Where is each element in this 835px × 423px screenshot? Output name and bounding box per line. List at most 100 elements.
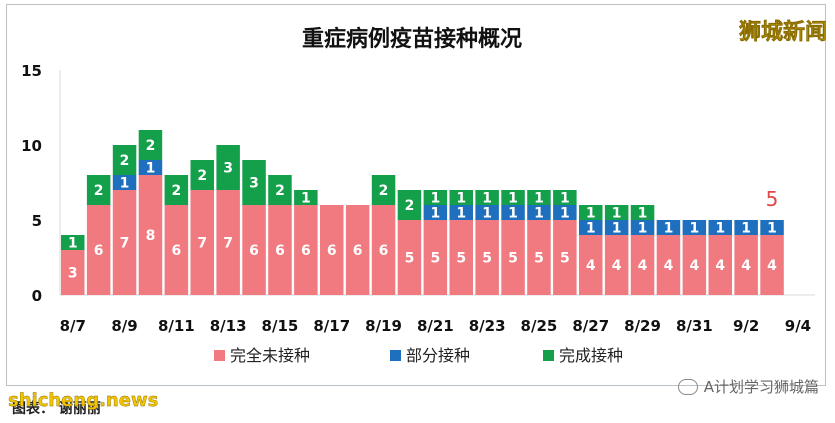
x-tick-label: 8/7 xyxy=(60,317,86,335)
segment-label: 7 xyxy=(197,236,207,252)
segment-label: 6 xyxy=(249,243,259,259)
bar-segment xyxy=(579,220,603,235)
segment-label: 1 xyxy=(741,221,751,237)
bar-segment xyxy=(112,190,137,295)
segment-label: 3 xyxy=(249,176,259,192)
segment-label: 5 xyxy=(508,251,518,267)
bar-segment xyxy=(397,220,422,295)
source-credit: 图表： 谢丽丽 xyxy=(12,401,101,417)
bar-segment xyxy=(268,175,292,205)
segment-label: 4 xyxy=(767,258,777,274)
legend-swatch xyxy=(543,350,554,361)
segment-label: 1 xyxy=(612,221,622,237)
segment-label: 1 xyxy=(120,176,130,192)
x-tick-label: 8/31 xyxy=(676,317,713,335)
segment-label: 4 xyxy=(612,258,622,274)
segment-label: 1 xyxy=(68,236,78,252)
bar-segment xyxy=(164,175,189,205)
segment-label: 5 xyxy=(482,251,492,267)
segment-label: 2 xyxy=(197,168,207,184)
x-tick-label: 8/13 xyxy=(210,317,247,335)
segment-label: 4 xyxy=(715,258,725,274)
bar-segment xyxy=(475,205,499,220)
bar-segment xyxy=(371,205,396,295)
segment-label: 4 xyxy=(586,258,596,274)
bar-segment xyxy=(86,175,111,205)
bar-segment xyxy=(112,175,137,190)
segment-label: 1 xyxy=(638,221,648,237)
x-tick-label: 8/9 xyxy=(111,317,137,335)
legend-swatch xyxy=(390,350,401,361)
segment-label: 4 xyxy=(664,258,674,274)
bar-segment xyxy=(553,190,577,205)
segment-label: 1 xyxy=(456,206,466,222)
bar-segment xyxy=(475,190,499,205)
segment-label: 1 xyxy=(456,191,466,207)
bar-segment xyxy=(449,205,473,220)
segment-label: 6 xyxy=(171,243,181,259)
bar-segment xyxy=(604,220,629,235)
wechat-icon xyxy=(677,378,698,395)
segment-label: 1 xyxy=(508,191,518,207)
segment-label: 5 xyxy=(560,251,570,267)
bar-segment xyxy=(86,205,111,295)
bar-segment xyxy=(61,235,85,250)
x-tick-label: 8/17 xyxy=(313,317,350,335)
bar-segment xyxy=(423,205,448,220)
bar-segment xyxy=(449,190,473,205)
segment-label: 2 xyxy=(146,138,156,154)
bar-segment xyxy=(294,205,318,295)
segment-label: 7 xyxy=(223,236,233,252)
segment-label: 1 xyxy=(534,191,544,207)
bar-segment xyxy=(604,205,629,220)
segment-label: 2 xyxy=(275,183,285,199)
segment-label: 1 xyxy=(534,206,544,222)
segment-label: 6 xyxy=(275,243,285,259)
segment-label: 1 xyxy=(586,221,596,237)
bar-segment xyxy=(501,205,525,220)
segment-label: 1 xyxy=(767,221,777,237)
bar-segment xyxy=(216,190,240,295)
legend-label: 完成接种 xyxy=(559,346,623,365)
x-tick-label: 8/29 xyxy=(624,317,661,335)
segment-label: 2 xyxy=(171,183,181,199)
segment-label: 6 xyxy=(353,243,363,259)
wechat-badge: A计划学习狮城篇 xyxy=(677,376,819,397)
bar-segment xyxy=(630,205,655,220)
bar-segment xyxy=(138,130,163,160)
segment-label: 3 xyxy=(68,266,78,282)
x-tick-label: 9/2 xyxy=(733,317,759,335)
x-tick-label: 8/15 xyxy=(262,317,299,335)
watermark-top-right: 狮城新闻 xyxy=(738,20,828,46)
x-tick-label: 8/11 xyxy=(158,317,195,335)
x-tick-label: 8/25 xyxy=(521,317,558,335)
legend-label: 部分接种 xyxy=(406,346,470,365)
bar-segment xyxy=(294,190,318,205)
bar-segment xyxy=(345,205,370,295)
bar-segment xyxy=(216,145,240,190)
segment-label: 5 xyxy=(456,251,466,267)
segment-label: 1 xyxy=(146,161,156,177)
bar-segment xyxy=(682,220,707,235)
x-tick-label: 9/4 xyxy=(785,317,811,335)
bar-segment xyxy=(579,235,603,295)
y-tick-label: 0 xyxy=(32,287,42,305)
segment-label: 3 xyxy=(223,161,233,177)
bar-segment xyxy=(268,205,292,295)
bar-segment xyxy=(242,160,266,205)
bar-segment xyxy=(190,190,214,295)
segment-label: 1 xyxy=(508,206,518,222)
bar-segment xyxy=(579,205,603,220)
bar-segment xyxy=(138,175,163,295)
bar-segment xyxy=(656,235,681,295)
segment-label: 5 xyxy=(430,251,440,267)
x-tick-label: 8/19 xyxy=(365,317,402,335)
bar-segment xyxy=(708,235,732,295)
x-tick-label: 8/23 xyxy=(469,317,506,335)
bar-segment xyxy=(734,235,758,295)
x-tick-label: 8/21 xyxy=(417,317,454,335)
segment-label: 7 xyxy=(120,236,130,252)
segment-label: 8 xyxy=(146,228,156,244)
segment-label: 6 xyxy=(379,243,389,259)
